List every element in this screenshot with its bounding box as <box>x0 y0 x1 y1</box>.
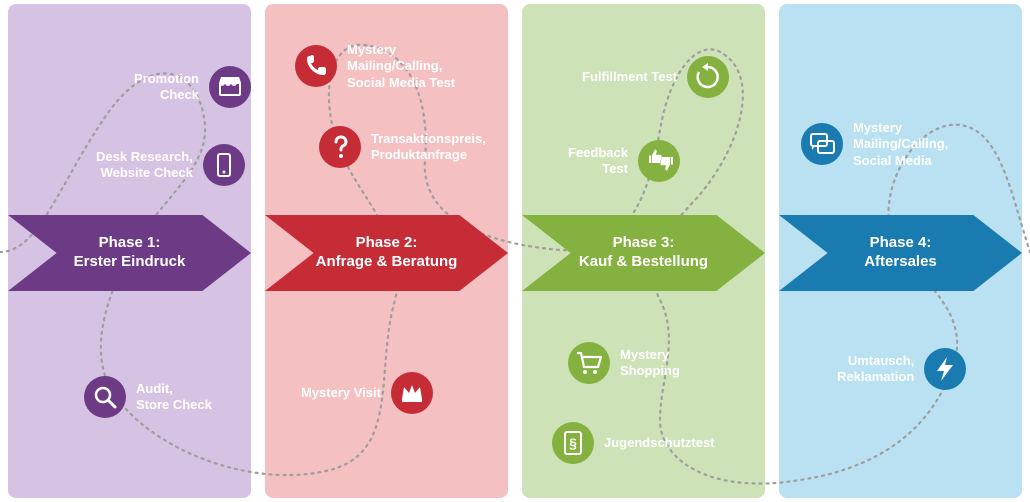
thumbs-icon <box>638 140 680 182</box>
magnify-icon <box>84 376 126 418</box>
crown-icon <box>391 372 433 414</box>
phase-title-line1: Phase 2: <box>316 234 458 253</box>
phase-title-line2: Aftersales <box>864 253 937 272</box>
phase-banner-2: Phase 2:Anfrage & Beratung <box>265 215 508 291</box>
refresh-icon <box>687 56 729 98</box>
item-label: Mystery Visit <box>301 385 381 401</box>
item-mystery-mailing-2: Mystery Mailing/Calling,Social Media <box>801 120 993 169</box>
item-label: Promotion Check <box>96 71 199 104</box>
phase-title-line1: Phase 4: <box>864 234 937 253</box>
item-label: Desk Research,Website Check <box>96 149 193 182</box>
bolt-icon <box>924 348 966 390</box>
item-label: FeedbackTest <box>568 145 628 178</box>
item-label: Audit,Store Check <box>136 381 212 414</box>
item-mystery-shopping: MysteryShopping <box>568 342 680 384</box>
item-label: Transaktionspreis,Produktanfrage <box>371 131 486 164</box>
svg-text:§: § <box>569 435 577 451</box>
item-promotion-check: Promotion Check <box>96 66 251 108</box>
phase-banners-row: Phase 1:Erster EindruckPhase 2:Anfrage &… <box>0 215 1030 291</box>
phase-title-line1: Phase 3: <box>579 234 708 253</box>
phase-title-line2: Kauf & Bestellung <box>579 253 708 272</box>
item-umtausch: Umtausch,Reklamation <box>837 348 966 390</box>
item-audit-store: Audit,Store Check <box>84 376 212 418</box>
item-label: Umtausch,Reklamation <box>837 353 914 386</box>
item-fulfillment: Fulfillment Test <box>582 56 729 98</box>
question-icon <box>319 126 361 168</box>
item-label: Fulfillment Test <box>582 69 677 85</box>
item-mystery-visit: Mystery Visit <box>301 372 433 414</box>
item-label: Mystery Mailing/Calling,Social Media <box>853 120 993 169</box>
item-feedback: FeedbackTest <box>568 140 680 182</box>
chat-icon <box>801 123 843 165</box>
item-jugendschutz: § Jugendschutztest <box>552 422 715 464</box>
phase-banner-4: Phase 4:Aftersales <box>779 215 1022 291</box>
item-mystery-mailing: Mystery Mailing/Calling,Social Media Tes… <box>295 42 487 91</box>
item-label: Jugendschutztest <box>604 435 715 451</box>
phase-title-line1: Phase 1: <box>74 234 186 253</box>
phase-banner-3: Phase 3:Kauf & Bestellung <box>522 215 765 291</box>
phase-title-line2: Erster Eindruck <box>74 253 186 272</box>
storefront-icon <box>209 66 251 108</box>
paragraph-icon: § <box>552 422 594 464</box>
phase-banner-1: Phase 1:Erster Eindruck <box>8 215 251 291</box>
cart-icon <box>568 342 610 384</box>
item-transaktionspreis: Transaktionspreis,Produktanfrage <box>319 126 486 168</box>
item-label: MysteryShopping <box>620 347 680 380</box>
phase-title-line2: Anfrage & Beratung <box>316 253 458 272</box>
item-label: Mystery Mailing/Calling,Social Media Tes… <box>347 42 487 91</box>
item-desk-research: Desk Research,Website Check <box>96 144 245 186</box>
phone-device-icon <box>203 144 245 186</box>
phone-handset-icon <box>295 45 337 87</box>
